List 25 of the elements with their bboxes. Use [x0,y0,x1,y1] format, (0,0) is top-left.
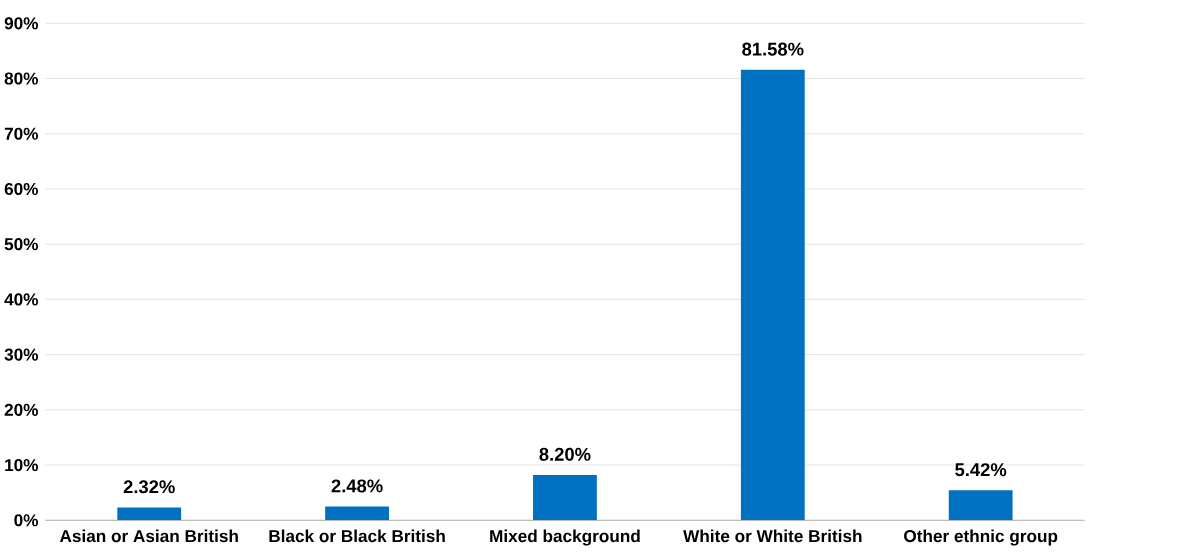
y-tick-label: 70% [4,127,39,141]
bar [740,70,805,521]
y-tick-label: 10% [5,459,39,472]
x-tick-label: Other ethnic group [904,529,1058,546]
y-tick-label: 0% [14,514,39,527]
data-label: 2.32% [123,480,175,494]
x-tick-label: Mixed background [490,529,640,546]
x-tick-label: Asian or Asian British [59,529,238,543]
y-tick-label: 50% [4,238,39,251]
y-tick-label: 60% [4,183,39,196]
bar [533,475,597,521]
bar [117,507,182,521]
data-label: 81.58% [742,42,804,56]
bar [948,490,1013,521]
y-tick-label: 30% [4,348,39,361]
y-tick-label: 40% [4,293,39,306]
x-tick-label: White or White British [683,529,862,543]
y-tick-label: 80% [4,72,39,85]
data-label: 5.42% [955,463,1007,477]
data-label: 2.48% [331,479,383,493]
data-label: 8.20% [539,448,591,462]
y-tick-label: 20% [4,403,39,417]
bar [325,506,389,521]
x-tick-label: Black or Black British [269,529,445,543]
y-tick-label: 90% [4,17,39,30]
